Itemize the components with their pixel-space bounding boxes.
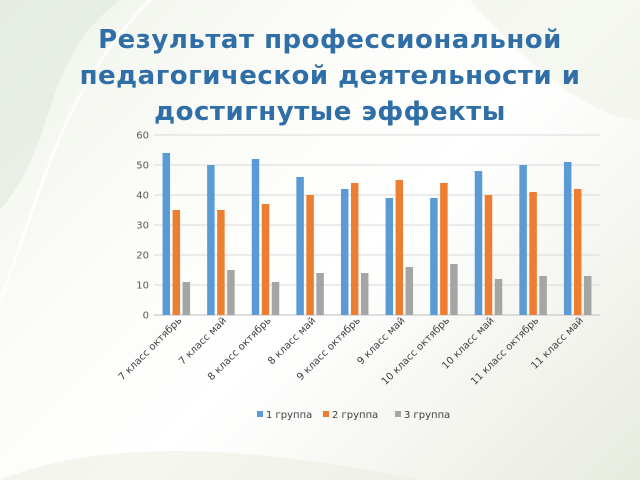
bar-2-4 [306, 195, 314, 315]
bar-1-2 [207, 165, 215, 315]
bar-3-7 [450, 264, 458, 315]
legend-label: 2 группа [332, 410, 378, 421]
bar-2-7 [440, 183, 448, 315]
legend-label: 3 группа [404, 410, 450, 421]
bar-3-5 [360, 273, 369, 315]
bar-1-10 [563, 162, 572, 315]
bar-1-7 [430, 198, 438, 315]
legend-swatch [257, 411, 263, 417]
bar-3-8 [494, 279, 503, 315]
bar-2-6 [395, 180, 404, 315]
bar-2-5 [350, 183, 359, 315]
y-tick-label: 0 [143, 311, 149, 322]
bar-1-5 [340, 189, 349, 315]
bar-2-2 [217, 210, 225, 315]
y-tick-label: 40 [136, 191, 149, 202]
bars [162, 153, 592, 315]
legend: 1 группа 2 группа 3 группа [257, 410, 450, 421]
y-tick-label: 60 [136, 131, 149, 142]
bar-2-3 [261, 204, 270, 315]
bar-3-4 [316, 273, 324, 315]
bar-2-8 [484, 195, 493, 315]
y-tick-label: 20 [136, 251, 149, 262]
bar-2-10 [573, 189, 582, 315]
bar-3-10 [583, 276, 592, 315]
y-tick-label: 50 [136, 161, 149, 172]
bar-1-9 [519, 165, 527, 315]
x-tick-label: 7 класс октябрь [117, 315, 185, 383]
legend-swatch [323, 411, 329, 417]
legend-label: 1 группа [266, 410, 312, 421]
bar-3-6 [405, 267, 414, 315]
bar-3-9 [539, 276, 547, 315]
bar-1-6 [385, 198, 394, 315]
y-tick-label: 10 [136, 281, 149, 292]
bar-3-2 [227, 270, 235, 315]
bar-2-9 [529, 192, 537, 315]
bar-2-1 [172, 210, 181, 315]
bar-1-3 [251, 159, 260, 315]
bar-1-8 [474, 171, 483, 315]
bar-3-3 [271, 282, 280, 315]
bar-1-1 [162, 153, 171, 315]
y-tick-label: 30 [136, 221, 149, 232]
bar-1-4 [296, 177, 304, 315]
bar-3-1 [182, 282, 191, 315]
slide-title: Результат профессиональной педагогическо… [79, 25, 581, 127]
legend-swatch [395, 411, 401, 417]
